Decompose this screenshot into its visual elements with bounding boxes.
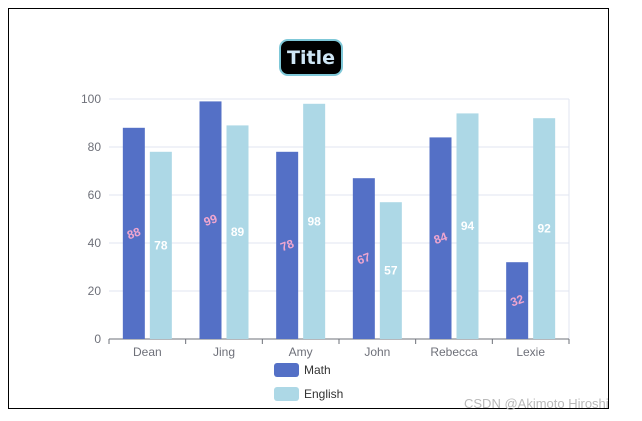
legend-swatch-math: [274, 363, 299, 377]
bar-english: [303, 103, 326, 339]
bar-math: [122, 127, 145, 339]
bar-english: [533, 118, 556, 339]
x-tick-label: Dean: [133, 345, 162, 359]
bar-math: [506, 262, 529, 339]
bar-english: [456, 113, 479, 340]
y-tick-label: 20: [88, 284, 102, 298]
data-label-math: 99: [202, 211, 220, 229]
data-label-english: 94: [461, 219, 475, 233]
y-tick-label: 60: [88, 188, 102, 202]
y-tick-label: 0: [94, 332, 101, 346]
data-label-english: 92: [537, 222, 551, 236]
x-tick-label: Amy: [289, 345, 313, 359]
bar-math: [276, 151, 299, 339]
legend-swatch-english: [274, 387, 299, 401]
bar-math: [352, 178, 375, 339]
x-tick-label: Lexie: [516, 345, 545, 359]
legend-item-math[interactable]: Math: [274, 363, 343, 377]
legend-label-math: Math: [304, 363, 331, 377]
y-tick-label: 100: [81, 92, 101, 106]
data-label-math: 67: [355, 250, 373, 268]
chart-title: Title: [279, 39, 343, 76]
data-label-english: 57: [384, 264, 398, 278]
data-label-english: 78: [154, 238, 168, 252]
legend: Math English: [274, 363, 343, 411]
data-label-english: 89: [231, 225, 245, 239]
bar-math: [429, 137, 452, 339]
x-tick-label: Jing: [213, 345, 235, 359]
legend-item-english[interactable]: English: [274, 387, 343, 401]
data-label-math: 78: [278, 236, 296, 254]
data-label-math: 88: [125, 224, 143, 242]
data-label-math: 84: [432, 229, 450, 247]
bar-english: [149, 151, 172, 339]
x-tick-label: Rebecca: [430, 345, 478, 359]
chart-frame: [8, 8, 609, 409]
bar-english: [226, 125, 249, 340]
bar-math: [199, 101, 222, 340]
y-tick-label: 40: [88, 236, 102, 250]
legend-label-english: English: [304, 387, 344, 401]
bar-english: [379, 202, 402, 339]
data-label-english: 98: [307, 214, 321, 228]
y-tick-label: 80: [88, 140, 102, 154]
watermark: CSDN @Akimoto Hiroshi: [464, 396, 609, 411]
data-label-math: 32: [508, 292, 526, 310]
x-tick-label: John: [364, 345, 390, 359]
